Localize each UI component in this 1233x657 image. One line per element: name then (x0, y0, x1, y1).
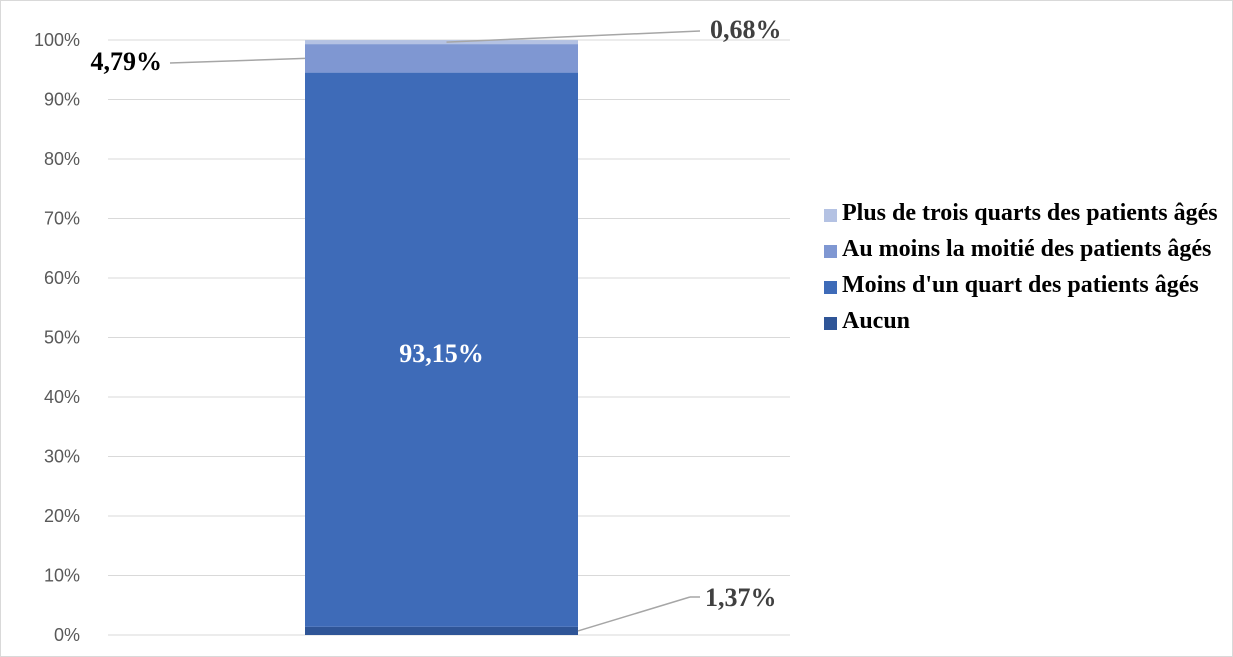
legend-swatch (824, 317, 837, 330)
legend-label: Au moins la moitié des patients âgés (842, 236, 1212, 262)
legend-item: Moins d'un quart des patients âgés (822, 272, 1222, 299)
y-tick-label: 80% (44, 149, 80, 169)
data-label-1: 93,15% (399, 339, 484, 368)
y-tick-label: 70% (44, 209, 80, 229)
bar-segment-2 (305, 44, 578, 73)
legend-swatch (824, 281, 837, 294)
y-tick-label: 60% (44, 268, 80, 288)
legend-item: Aucun (822, 308, 1222, 335)
legend-label: Moins d'un quart des patients âgés (842, 272, 1199, 298)
legend-item: Plus de trois quarts des patients âgés (822, 200, 1222, 227)
legend-swatch (824, 245, 837, 258)
legend-label: Plus de trois quarts des patients âgés (842, 200, 1218, 226)
legend-swatch (824, 209, 837, 222)
data-label-2: 4,79% (91, 47, 163, 76)
legend: Plus de trois quarts des patients âgés Au… (822, 200, 1222, 344)
y-tick-label: 100% (34, 30, 80, 50)
data-label-3: 0,68% (710, 15, 782, 44)
y-tick-label: 30% (44, 447, 80, 467)
leader-line-0 (577, 596, 691, 632)
legend-item: Au moins la moitié des patients âgés (822, 236, 1222, 263)
bar-segment-3 (305, 40, 578, 45)
legend-label: Aucun (842, 308, 911, 334)
leader-line-2 (169, 57, 306, 64)
y-tick-label: 90% (44, 90, 80, 110)
y-tick-label: 0% (54, 625, 80, 645)
y-tick-label: 20% (44, 506, 80, 526)
y-tick-label: 50% (44, 328, 80, 348)
leader-line-3 (446, 30, 701, 43)
bar-segment-0 (305, 626, 578, 635)
bar-segment-1 (305, 72, 578, 627)
y-tick-label: 40% (44, 387, 80, 407)
y-tick-label: 10% (44, 566, 80, 586)
data-label-0: 1,37% (705, 583, 777, 612)
